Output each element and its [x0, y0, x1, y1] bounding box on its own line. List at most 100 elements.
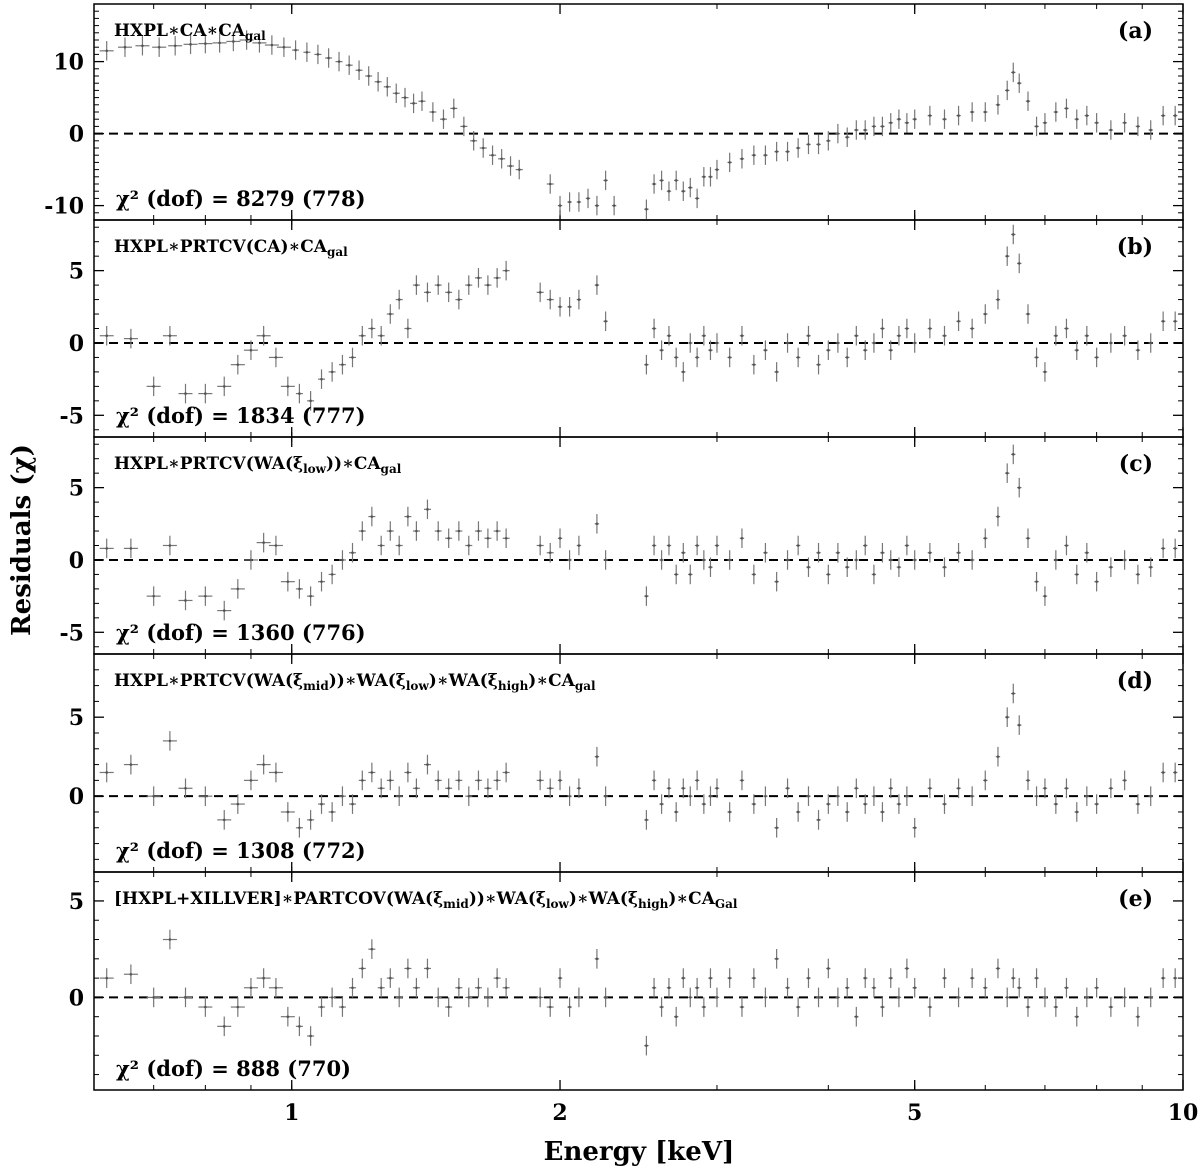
data-marker: [595, 957, 599, 961]
data-point: [708, 968, 713, 988]
data-point: [727, 802, 732, 822]
data-point: [603, 786, 608, 806]
data-marker: [495, 276, 499, 280]
data-marker: [341, 794, 344, 798]
data-marker: [681, 786, 685, 790]
data-marker: [786, 786, 789, 790]
data-point: [256, 325, 271, 346]
data-marker: [204, 42, 207, 45]
data-marker: [495, 529, 499, 533]
data-point: [162, 929, 177, 950]
data-marker: [1026, 536, 1030, 540]
data-marker: [249, 779, 253, 782]
data-marker: [330, 573, 334, 576]
data-point: [694, 188, 700, 209]
data-marker: [367, 74, 370, 78]
data-point: [871, 564, 877, 585]
data-point: [956, 542, 961, 563]
data-point: [455, 770, 463, 791]
data-point: [1034, 347, 1039, 368]
data-marker: [645, 363, 648, 366]
data-point: [904, 786, 910, 806]
data-point: [423, 958, 431, 979]
data-marker: [538, 544, 542, 547]
data-point: [1025, 91, 1031, 111]
data-point: [1005, 246, 1010, 266]
model-label-part: )∗WA(ξ: [569, 889, 638, 909]
data-point: [335, 51, 343, 72]
y-tick-label: 5: [69, 889, 84, 915]
data-point: [1011, 224, 1016, 245]
data-marker: [1017, 262, 1021, 265]
data-marker: [1035, 356, 1038, 359]
data-point: [880, 116, 885, 137]
data-marker: [486, 536, 490, 540]
data-marker: [775, 826, 778, 830]
data-point: [1005, 987, 1010, 1008]
data-marker: [504, 771, 508, 774]
data-marker: [360, 967, 364, 970]
data-marker: [1017, 81, 1021, 85]
data-marker: [447, 1005, 450, 1009]
y-tick-label: -5: [60, 403, 84, 429]
data-marker: [504, 536, 508, 540]
data-point: [995, 289, 1001, 310]
data-marker: [1085, 551, 1089, 555]
data-point: [594, 275, 600, 295]
data-marker: [728, 810, 731, 814]
data-marker: [740, 536, 744, 540]
data-marker: [184, 392, 187, 395]
data-marker: [970, 110, 974, 114]
data-point: [404, 318, 412, 339]
data-point: [358, 521, 366, 541]
data-point: [942, 325, 947, 346]
data-marker: [728, 558, 731, 562]
data-point: [146, 586, 161, 606]
data-point: [507, 156, 515, 176]
data-point: [871, 116, 877, 137]
data-marker: [845, 986, 849, 990]
data-marker: [660, 348, 663, 352]
data-marker: [548, 182, 552, 186]
data-marker: [320, 580, 323, 583]
data-point: [1172, 105, 1178, 126]
data-point: [1148, 786, 1153, 806]
data-marker: [1035, 794, 1038, 798]
data-point: [1064, 318, 1069, 339]
data-point: [795, 997, 801, 1017]
data-marker: [309, 818, 312, 822]
data-marker: [996, 103, 1000, 107]
data-point: [355, 60, 363, 80]
data-marker: [845, 135, 849, 139]
data-point: [694, 977, 700, 998]
data-point: [198, 997, 213, 1017]
data-point: [912, 817, 917, 838]
data-marker: [370, 327, 374, 330]
data-point: [256, 532, 271, 553]
data-point: [412, 521, 420, 541]
x-axis-label: Energy [keV]: [544, 1137, 735, 1167]
data-point: [785, 333, 790, 353]
data-marker: [452, 107, 456, 110]
data-marker: [764, 348, 767, 352]
data-marker: [298, 1025, 301, 1028]
data-marker: [1136, 1015, 1140, 1018]
data-marker: [568, 200, 571, 204]
data-marker: [645, 1044, 648, 1047]
data-marker: [681, 370, 685, 374]
data-point: [694, 535, 700, 556]
data-marker: [1161, 976, 1165, 980]
data-point: [1064, 535, 1069, 556]
data-marker: [889, 976, 893, 980]
data-marker: [274, 986, 278, 990]
data-marker: [286, 1015, 290, 1018]
data-point: [474, 977, 482, 998]
data-marker: [660, 558, 663, 562]
data-marker: [457, 779, 461, 782]
data-marker: [577, 200, 581, 204]
data-marker: [928, 551, 932, 555]
data-marker: [320, 377, 323, 381]
data-point: [995, 958, 1001, 979]
data-point: [1135, 116, 1141, 137]
data-point: [474, 268, 482, 288]
